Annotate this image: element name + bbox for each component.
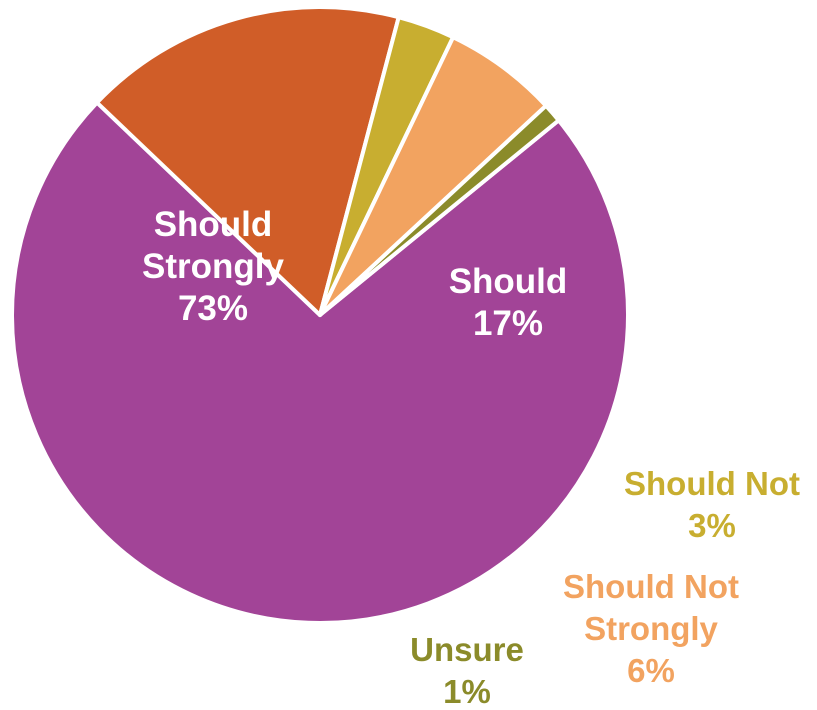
pie-slice-should — [94, 5, 401, 317]
data-label-should: Should 17% — [449, 262, 568, 343]
pie-labels: Should Strongly 73%Should 17%Should Not 3%Sh… — [142, 205, 800, 710]
data-label-percent: 3% — [688, 507, 736, 544]
pie-slice-should-strongly — [10, 100, 630, 625]
data-label-should-not-strongly: Should Not Strongly 6% — [563, 568, 739, 689]
data-label-category: Should — [449, 262, 568, 301]
data-label-percent: 73% — [178, 289, 248, 328]
data-label-category: Unsure — [410, 631, 524, 668]
pie-slice-unsure — [318, 103, 561, 317]
data-label-should-strongly: Should Strongly 73% — [142, 205, 284, 328]
data-label-should-not: Should Not 3% — [624, 465, 800, 544]
data-label-percent: 6% — [627, 652, 675, 689]
data-label-percent: 1% — [443, 673, 491, 710]
data-label-category: Should Not — [624, 465, 800, 502]
pie-slices — [10, 5, 630, 625]
data-label-percent: 17% — [473, 304, 543, 343]
data-label-category: Strongly — [142, 247, 284, 286]
data-label-category: Should — [154, 205, 273, 244]
data-label-category: Strongly — [584, 610, 718, 647]
data-label-unsure: Unsure 1% — [410, 631, 524, 710]
data-label-category: Should Not — [563, 568, 739, 605]
